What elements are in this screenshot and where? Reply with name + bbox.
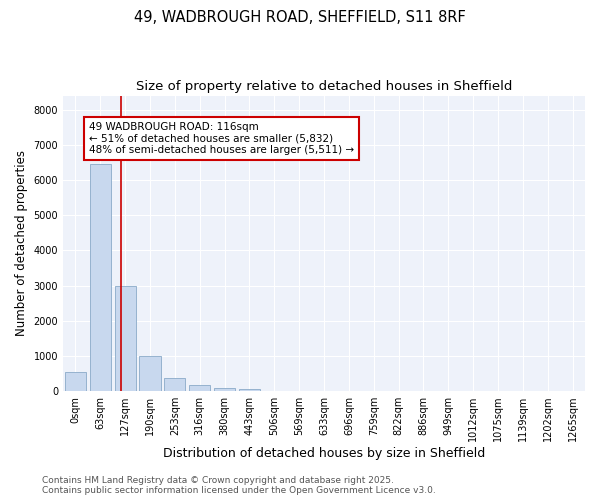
Bar (239, 390, 260, 391)
Title: Size of property relative to detached houses in Sheffield: Size of property relative to detached ho… (136, 80, 512, 93)
Text: Contains HM Land Registry data © Crown copyright and database right 2025.
Contai: Contains HM Land Registry data © Crown c… (42, 476, 436, 495)
Bar (164, 378, 185, 391)
Bar (90, 164, 111, 391)
Bar (139, 356, 161, 391)
Bar (214, 388, 235, 391)
Bar (115, 286, 136, 391)
Y-axis label: Number of detached properties: Number of detached properties (15, 150, 28, 336)
X-axis label: Distribution of detached houses by size in Sheffield: Distribution of detached houses by size … (163, 447, 485, 460)
Text: 49 WADBROUGH ROAD: 116sqm
← 51% of detached houses are smaller (5,832)
48% of se: 49 WADBROUGH ROAD: 116sqm ← 51% of detac… (89, 122, 354, 155)
Bar (65, 372, 86, 391)
Text: 49, WADBROUGH ROAD, SHEFFIELD, S11 8RF: 49, WADBROUGH ROAD, SHEFFIELD, S11 8RF (134, 10, 466, 25)
Bar (189, 386, 211, 391)
